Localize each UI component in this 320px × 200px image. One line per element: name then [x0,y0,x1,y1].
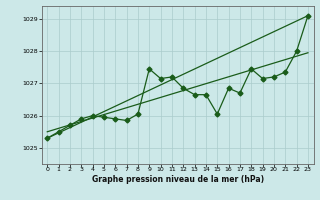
X-axis label: Graphe pression niveau de la mer (hPa): Graphe pression niveau de la mer (hPa) [92,175,264,184]
